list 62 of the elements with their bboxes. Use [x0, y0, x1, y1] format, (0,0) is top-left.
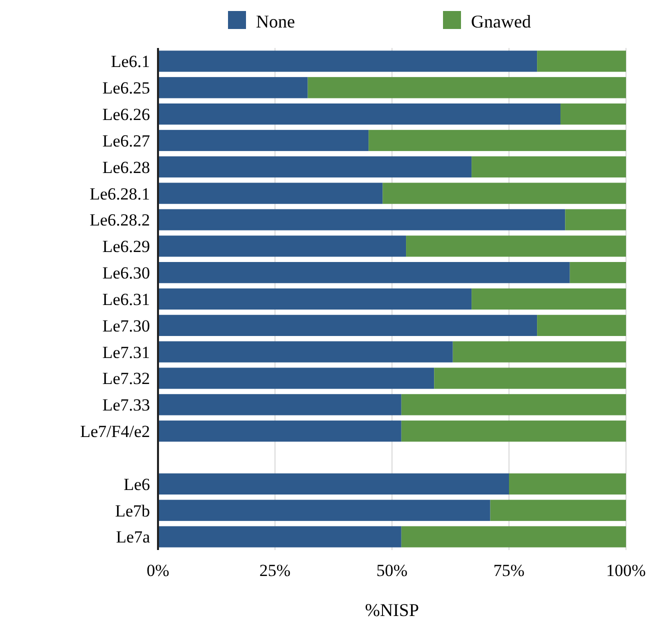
bar	[158, 77, 308, 98]
y-tick-label: Le6.25	[102, 78, 150, 98]
bar	[158, 130, 369, 152]
bar	[560, 103, 626, 125]
legend-label: Gnawed	[471, 11, 531, 32]
bar	[382, 182, 626, 204]
y-tick-label: Le6.28.1	[90, 184, 150, 204]
y-tick-label: Le6.26	[102, 105, 150, 124]
y-tick-label: Le6.30	[102, 264, 150, 283]
bar	[401, 420, 626, 442]
bar	[158, 236, 406, 257]
y-tick-label: Le7.33	[102, 396, 150, 415]
y-tick-label: Le6	[124, 474, 150, 494]
x-tick-label: 25%	[259, 561, 291, 580]
bar	[490, 500, 626, 521]
bar	[565, 209, 626, 230]
bar	[158, 50, 538, 72]
y-tick-label: Le7.32	[102, 369, 150, 388]
y-tick-label: Le6.27	[102, 131, 150, 150]
bar	[158, 526, 402, 548]
legend-label: None	[256, 11, 295, 32]
bar	[537, 314, 626, 336]
bar	[308, 77, 626, 98]
bar	[158, 182, 383, 204]
bar	[158, 209, 566, 230]
y-tick-label: Le6.29	[102, 237, 150, 256]
x-axis-title: %NISP	[364, 600, 420, 620]
x-tick-label: 50%	[376, 561, 408, 580]
y-tick-label: Le7a	[116, 528, 150, 547]
bar	[406, 236, 626, 257]
x-tick-label: 0%	[146, 561, 170, 580]
bar	[158, 394, 402, 416]
bar	[158, 368, 434, 389]
bar	[472, 288, 626, 310]
bar	[158, 262, 570, 284]
bar	[158, 103, 560, 125]
bar	[537, 50, 626, 72]
bar	[158, 500, 490, 521]
bar	[434, 368, 626, 389]
y-tick-label: Le6.28	[102, 158, 150, 177]
bar	[509, 473, 626, 495]
bar	[158, 288, 472, 310]
y-tick-label: Le7.31	[102, 342, 150, 362]
bar	[472, 156, 626, 178]
bar	[158, 473, 509, 495]
y-tick-label: Le6.31	[102, 290, 150, 309]
bar	[158, 156, 472, 178]
bar	[401, 526, 626, 548]
y-tick-label: Le7.30	[102, 316, 150, 336]
y-tick-label: Le6.28.2	[90, 210, 150, 230]
x-tick-label: 100%	[606, 561, 646, 580]
bar	[158, 314, 538, 336]
y-tick-label: Le7b	[115, 501, 150, 520]
x-tick-label: 75%	[493, 561, 525, 580]
bar	[452, 341, 626, 362]
bar	[158, 420, 402, 442]
y-tick-label: Le7/F4/e2	[80, 422, 150, 442]
bar	[368, 130, 626, 152]
bar	[570, 262, 626, 284]
y-tick-label: Le6.1	[110, 52, 150, 72]
bar	[401, 394, 626, 416]
bar	[158, 341, 453, 362]
